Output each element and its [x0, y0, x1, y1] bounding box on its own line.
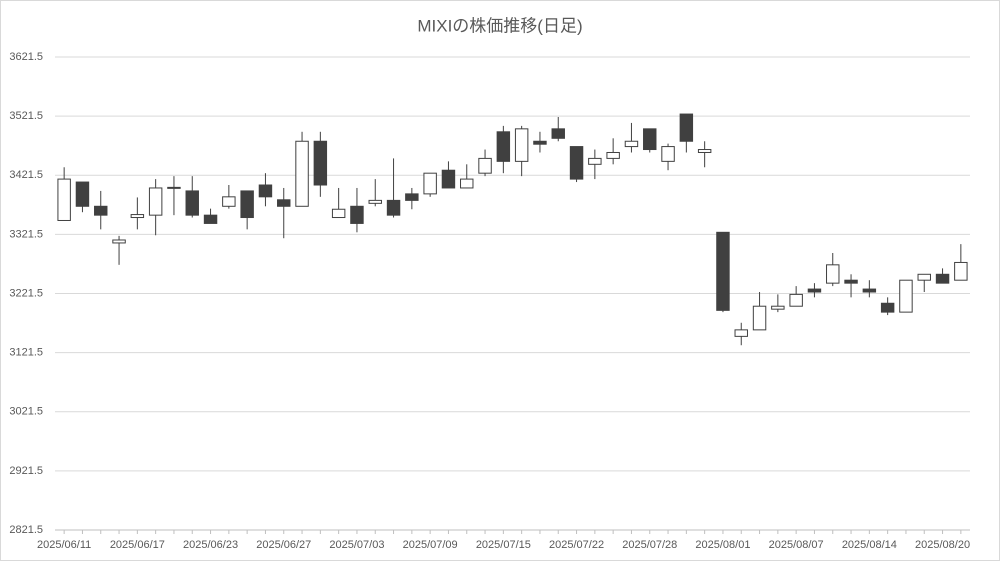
- y-tick-label: 3521.5: [9, 110, 43, 122]
- candle-body: [240, 190, 254, 219]
- candle-body: [57, 178, 71, 221]
- y-tick-label: 2821.5: [9, 524, 43, 536]
- y-tick-label: 3321.5: [9, 228, 43, 240]
- candle-body: [899, 279, 913, 313]
- y-tick-label: 3121.5: [9, 347, 43, 359]
- candle-body: [331, 208, 346, 219]
- x-tick-label: 2025/07/09: [403, 539, 458, 551]
- candle-body: [588, 157, 602, 165]
- candle-body: [935, 273, 950, 284]
- candle-body: [75, 181, 90, 207]
- candle-body: [844, 279, 858, 284]
- x-tick-label: 2025/07/28: [622, 539, 677, 551]
- candle-body: [954, 261, 968, 281]
- candle-body: [295, 140, 309, 207]
- x-tick-label: 2025/07/22: [549, 539, 604, 551]
- x-tick-label: 2025/06/11: [37, 539, 91, 551]
- candle-body: [752, 305, 767, 331]
- y-tick-label: 3021.5: [9, 406, 43, 418]
- candle-body: [460, 178, 474, 189]
- candle-body: [258, 184, 273, 198]
- candle-body: [277, 199, 291, 207]
- x-tick-label: 2025/08/14: [842, 539, 897, 551]
- candle-body: [789, 293, 803, 307]
- candle-body: [551, 128, 565, 139]
- x-tick-label: 2025/07/15: [476, 539, 531, 551]
- x-tick-label: 2025/08/20: [915, 539, 970, 551]
- y-tick-label: 3621.5: [9, 51, 43, 63]
- candle-body: [862, 288, 877, 293]
- candle-body: [569, 146, 584, 180]
- candle-body: [533, 140, 547, 145]
- x-tick-label: 2025/07/03: [329, 539, 384, 551]
- candle-body: [697, 149, 712, 153]
- y-tick-label: 3221.5: [9, 287, 43, 299]
- candle-body: [423, 172, 437, 195]
- candle-body: [716, 231, 730, 311]
- candle-body: [734, 329, 748, 337]
- chart-title: MIXIの株価推移(日足): [417, 16, 582, 35]
- candle-body: [405, 193, 419, 201]
- candle-body: [826, 264, 840, 284]
- candle-body: [350, 205, 364, 224]
- candle-body: [94, 205, 108, 216]
- candle-body: [222, 196, 236, 207]
- candle-body: [386, 199, 401, 216]
- y-tick-label: 3421.5: [9, 169, 43, 181]
- y-tick-label: 2921.5: [9, 465, 43, 477]
- candle-body: [679, 113, 694, 142]
- x-tick-label: 2025/08/07: [769, 539, 824, 551]
- candle-body: [185, 190, 199, 216]
- candle-body: [496, 131, 511, 162]
- candle-body: [148, 187, 163, 216]
- candle-body: [441, 169, 456, 189]
- candle-body: [167, 186, 181, 189]
- candle-body: [606, 151, 620, 159]
- candle-body: [643, 128, 657, 151]
- x-tick-label: 2025/08/01: [695, 539, 750, 551]
- candle-body: [112, 239, 126, 244]
- x-tick-label: 2025/06/17: [110, 539, 165, 551]
- candle-body: [661, 146, 675, 162]
- candle-body: [917, 273, 931, 281]
- candle-body: [624, 140, 639, 148]
- candle-body: [807, 288, 822, 293]
- candle-body: [368, 199, 382, 204]
- candle-body: [771, 305, 785, 310]
- candle-body: [514, 128, 529, 162]
- candle-body: [880, 302, 895, 313]
- candle-body: [130, 214, 145, 219]
- candle-body: [313, 140, 328, 186]
- x-tick-label: 2025/06/23: [183, 539, 238, 551]
- candle-body: [478, 157, 492, 174]
- x-tick-label: 2025/06/27: [256, 539, 311, 551]
- candle-body: [203, 214, 218, 224]
